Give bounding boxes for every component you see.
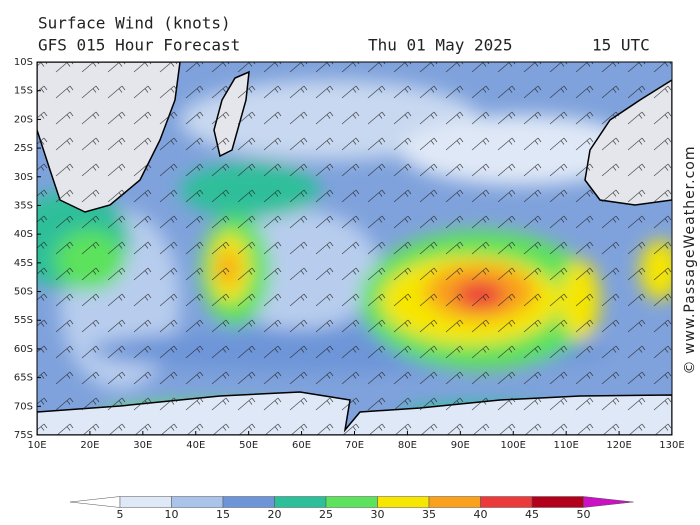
longitude-label: 80E bbox=[398, 440, 417, 451]
colorbar-arrow bbox=[69, 496, 121, 508]
longitude-label: 50E bbox=[239, 440, 258, 451]
colorbar-segment bbox=[428, 496, 481, 508]
time-label: 15 UTC bbox=[592, 36, 650, 55]
colorbar-label: 15 bbox=[216, 508, 230, 521]
forecast-label: GFS 015 Hour Forecast bbox=[38, 36, 240, 55]
longitude-label: 110E bbox=[553, 440, 578, 451]
longitude-label: 10E bbox=[27, 440, 46, 451]
colorbar-label: 25 bbox=[319, 508, 333, 521]
latitude-label: 30S bbox=[14, 172, 33, 183]
latitude-label: 70S bbox=[14, 401, 33, 412]
colorbar-label: 35 bbox=[422, 508, 436, 521]
longitude-label: 30E bbox=[133, 440, 152, 451]
latitude-label: 45S bbox=[14, 258, 33, 269]
colorbar-segment bbox=[274, 496, 327, 508]
colorbar-segment bbox=[325, 496, 378, 508]
colorbar-label: 50 bbox=[577, 508, 591, 521]
longitude-label: 60E bbox=[292, 440, 311, 451]
colorbar-label: 40 bbox=[474, 508, 488, 521]
colorbar-segment bbox=[119, 496, 172, 508]
latitude-label: 35S bbox=[14, 200, 33, 211]
latitude-label: 25S bbox=[14, 143, 33, 154]
latitude-label: 40S bbox=[14, 229, 33, 240]
longitude-label: 130E bbox=[659, 440, 684, 451]
colorbar-label: 45 bbox=[525, 508, 539, 521]
credit: © www.PassageWeather.com bbox=[682, 145, 698, 374]
colorbar-segment bbox=[377, 496, 430, 508]
colorbar-label: 10 bbox=[165, 508, 179, 521]
colorbar-segment bbox=[480, 496, 533, 508]
longitude-label: 100E bbox=[501, 440, 526, 451]
map-title: Surface Wind (knots) bbox=[38, 14, 231, 33]
colorbar-arrow bbox=[583, 496, 634, 508]
latitude-label: 20S bbox=[14, 114, 33, 125]
latitude-label: 60S bbox=[14, 344, 33, 355]
colorbar-label: 5 bbox=[117, 508, 124, 521]
latitude-label: 15S bbox=[14, 86, 33, 97]
latitude-label: 50S bbox=[14, 287, 33, 298]
longitude-label: 120E bbox=[606, 440, 631, 451]
latitude-label: 65S bbox=[14, 373, 33, 384]
date-label: Thu 01 May 2025 bbox=[368, 36, 513, 55]
latitude-label: 55S bbox=[14, 315, 33, 326]
wind-barbs bbox=[37, 62, 672, 435]
colorbar-segment bbox=[171, 496, 224, 508]
colorbar-label: 20 bbox=[268, 508, 282, 521]
longitude-label: 40E bbox=[186, 440, 205, 451]
latitude-label: 75S bbox=[14, 430, 33, 441]
longitude-label: 90E bbox=[451, 440, 470, 451]
colorbar-segment bbox=[531, 496, 584, 508]
latitude-label: 10S bbox=[14, 57, 33, 68]
longitude-label: 20E bbox=[80, 440, 99, 451]
map-area bbox=[37, 62, 672, 435]
longitude-label: 70E bbox=[345, 440, 364, 451]
colorbar-label: 30 bbox=[371, 508, 385, 521]
colorbar-segment bbox=[222, 496, 275, 508]
